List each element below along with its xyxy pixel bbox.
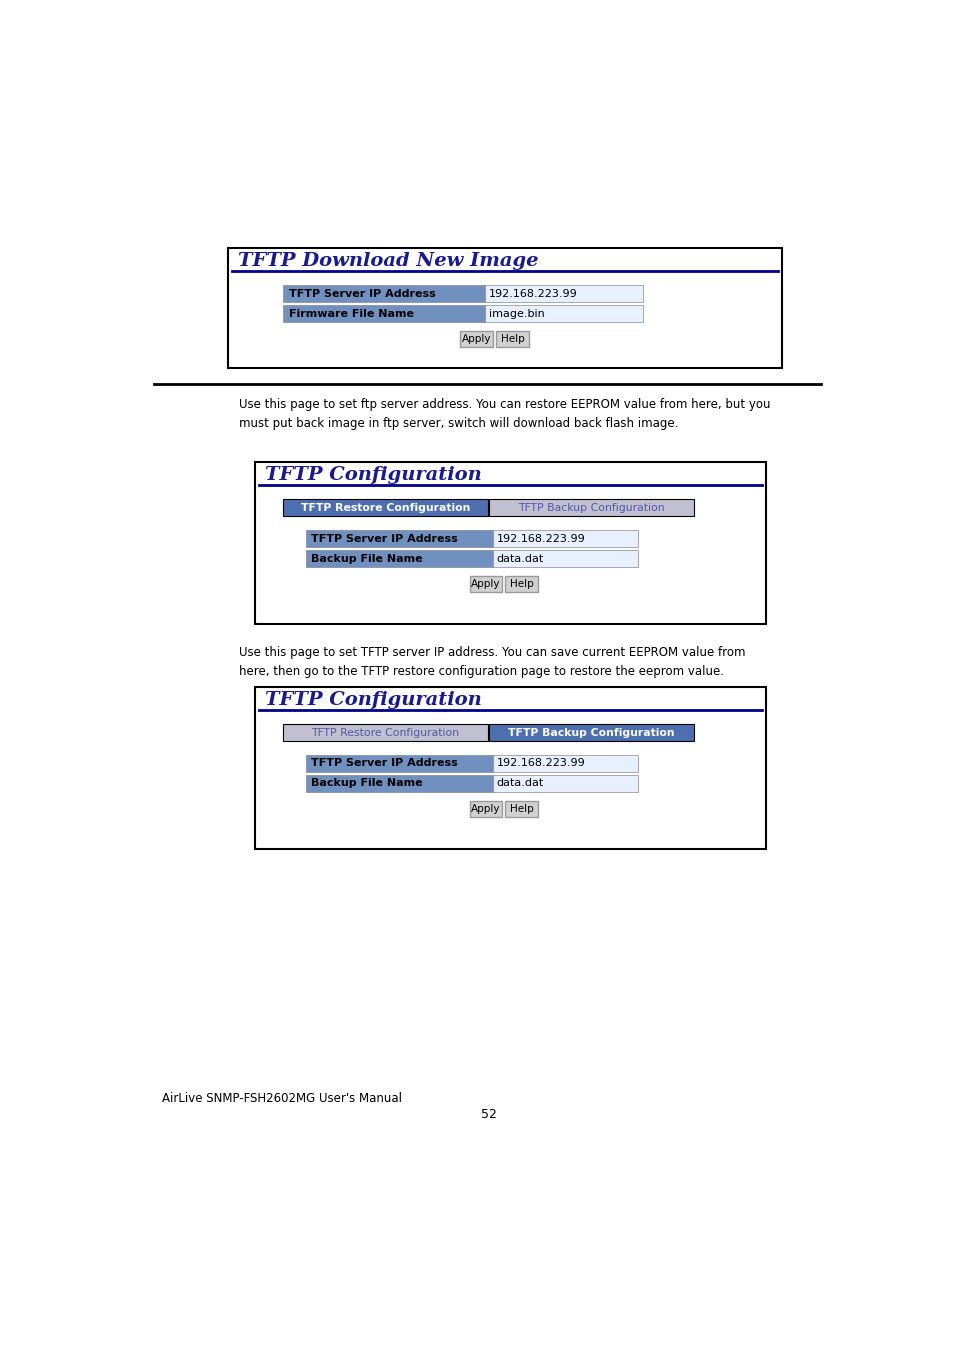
Bar xyxy=(306,531,492,547)
Text: Firmware File Name: Firmware File Name xyxy=(289,309,414,319)
Bar xyxy=(469,576,501,591)
Bar xyxy=(283,724,487,741)
Bar xyxy=(496,331,528,347)
Text: 192.168.223.99: 192.168.223.99 xyxy=(497,533,585,544)
Bar xyxy=(492,531,638,547)
Text: image.bin: image.bin xyxy=(489,309,544,319)
Text: Backup File Name: Backup File Name xyxy=(311,779,422,788)
Text: Backup File Name: Backup File Name xyxy=(311,554,422,563)
Text: data.dat: data.dat xyxy=(497,554,543,563)
Text: Apply: Apply xyxy=(461,333,491,344)
Text: 192.168.223.99: 192.168.223.99 xyxy=(489,289,578,298)
Text: Help: Help xyxy=(500,333,524,344)
Text: Help: Help xyxy=(509,579,533,589)
Text: Help: Help xyxy=(509,803,533,814)
Bar xyxy=(492,755,638,772)
Bar xyxy=(254,687,765,849)
Text: AirLive SNMP-FSH2602MG User's Manual: AirLive SNMP-FSH2602MG User's Manual xyxy=(162,1092,401,1106)
Bar xyxy=(505,576,537,591)
Bar xyxy=(306,755,492,772)
Bar xyxy=(283,305,485,323)
Text: 192.168.223.99: 192.168.223.99 xyxy=(497,759,585,768)
Bar xyxy=(283,285,485,302)
Bar xyxy=(306,549,492,567)
Text: TFTP Restore Configuration: TFTP Restore Configuration xyxy=(300,502,470,513)
Text: Use this page to set TFTP server IP address. You can save current EEPROM value f: Use this page to set TFTP server IP addr… xyxy=(239,645,745,678)
Bar xyxy=(283,500,487,516)
Text: TFTP Configuration: TFTP Configuration xyxy=(265,691,481,709)
Bar xyxy=(489,500,693,516)
Text: Apply: Apply xyxy=(471,803,500,814)
Text: TFTP Server IP Address: TFTP Server IP Address xyxy=(289,289,435,298)
Bar xyxy=(492,549,638,567)
Bar xyxy=(254,462,765,624)
Bar xyxy=(485,305,642,323)
Bar xyxy=(492,775,638,792)
Text: Use this page to set ftp server address. You can restore EEPROM value from here,: Use this page to set ftp server address.… xyxy=(239,398,770,429)
Bar xyxy=(306,775,492,792)
Text: TFTP Restore Configuration: TFTP Restore Configuration xyxy=(311,728,459,737)
Bar xyxy=(460,331,493,347)
Text: TFTP Download New Image: TFTP Download New Image xyxy=(237,252,537,270)
Text: TFTP Server IP Address: TFTP Server IP Address xyxy=(311,759,457,768)
Text: TFTP Backup Configuration: TFTP Backup Configuration xyxy=(517,502,664,513)
Bar xyxy=(505,801,537,817)
Bar xyxy=(469,801,501,817)
Bar xyxy=(228,248,781,367)
Bar xyxy=(485,285,642,302)
Text: TFTP Backup Configuration: TFTP Backup Configuration xyxy=(508,728,674,737)
Bar xyxy=(489,724,693,741)
Text: Apply: Apply xyxy=(471,579,500,589)
Text: 52: 52 xyxy=(480,1107,497,1120)
Text: TFTP Server IP Address: TFTP Server IP Address xyxy=(311,533,457,544)
Text: TFTP Configuration: TFTP Configuration xyxy=(265,466,481,485)
Text: data.dat: data.dat xyxy=(497,779,543,788)
